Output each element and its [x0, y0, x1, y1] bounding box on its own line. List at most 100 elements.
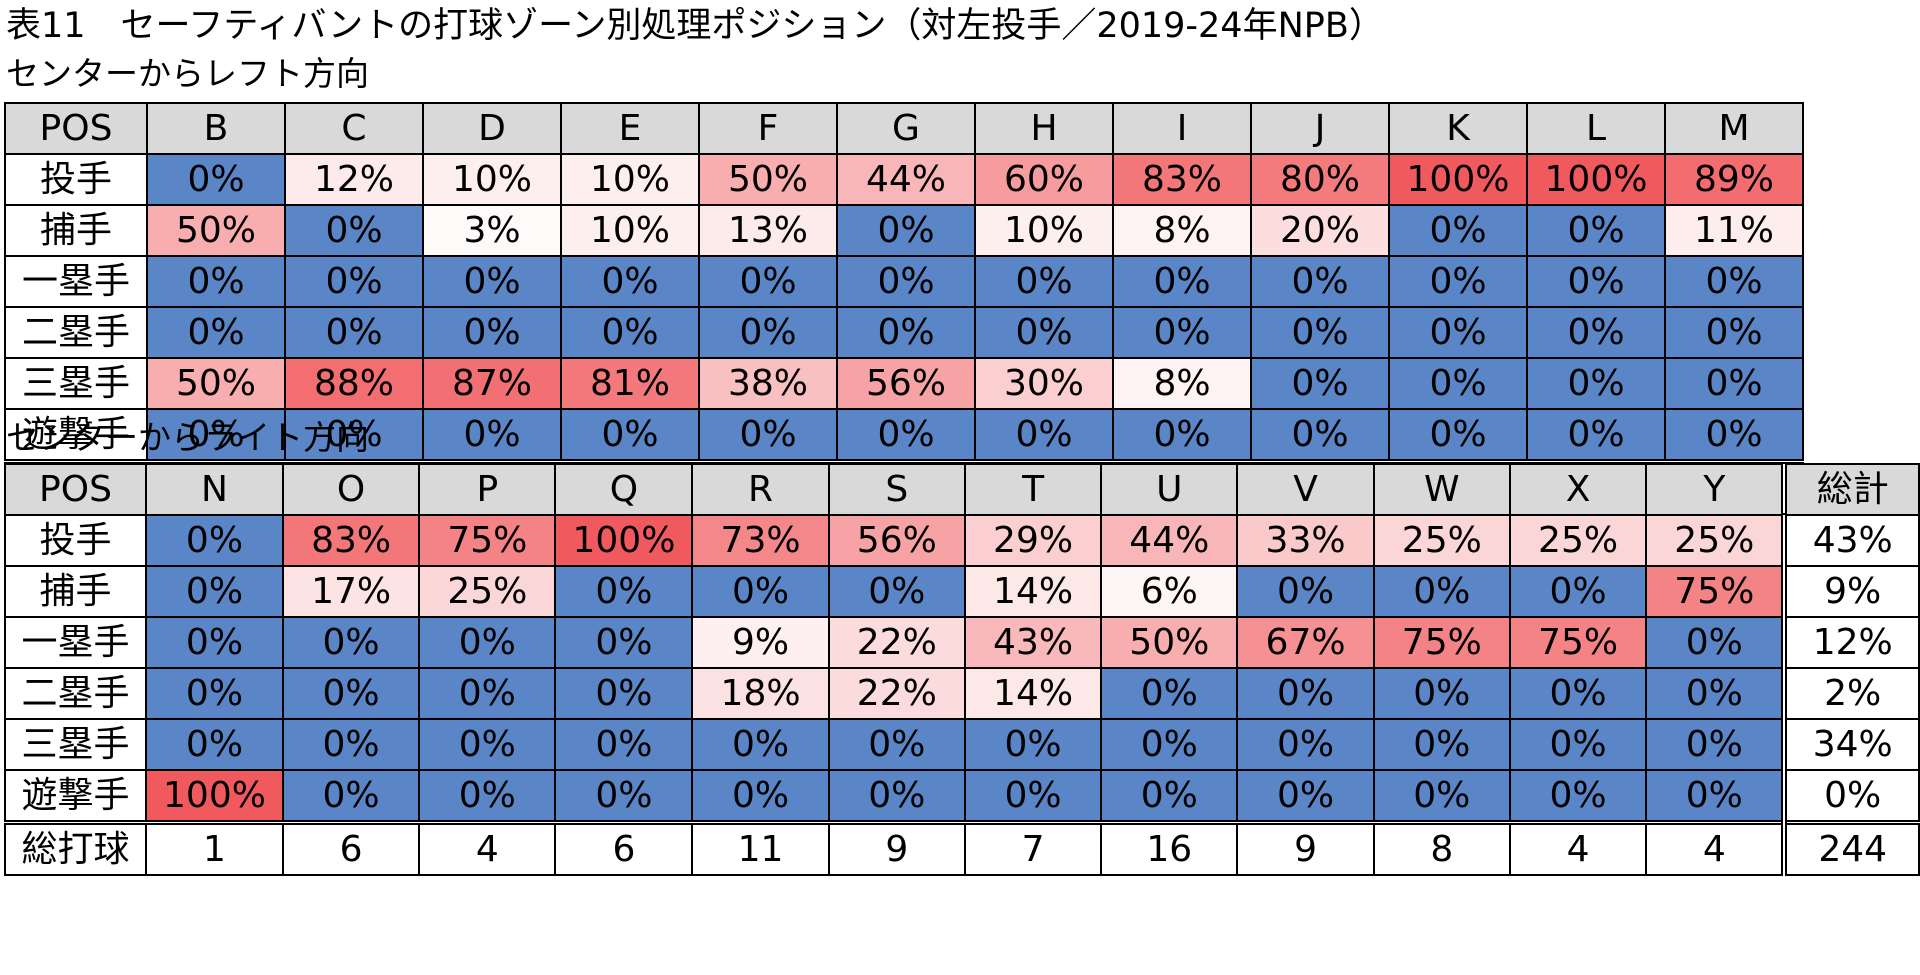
heatmap-cell: 11%	[1664, 204, 1804, 257]
count-cell: 9	[827, 820, 966, 876]
position-label: 二塁手	[4, 667, 147, 720]
heatmap-cell: 3%	[422, 204, 562, 257]
heatmap-cell: 0%	[827, 718, 966, 771]
heatmap-cell: 0%	[1664, 255, 1804, 308]
heatmap-cell: 0%	[554, 718, 694, 771]
row-total-cell: 2%	[1781, 667, 1920, 720]
heatmap-cell: 0%	[1372, 718, 1511, 771]
heatmap-cell: 0%	[836, 255, 976, 308]
heatmap-cell: 0%	[1236, 667, 1375, 720]
header-row: POS B C D E F G H I J K L M	[4, 102, 1804, 155]
heatmap-cell: 0%	[1372, 565, 1511, 618]
heatmap-cell: 0%	[146, 408, 286, 463]
heatmap-cell: 0%	[1508, 667, 1648, 720]
heatmap-cell: 0%	[1250, 357, 1390, 410]
heatmap-cell: 0%	[284, 306, 424, 359]
position-label: 投手	[4, 153, 148, 206]
heatmap-cell: 0%	[554, 616, 694, 669]
heatmap-cell: 50%	[698, 153, 838, 206]
heatmap-cell: 25%	[1645, 514, 1786, 567]
zone-header-v: V	[1236, 463, 1375, 516]
heatmap-cell: 14%	[963, 565, 1103, 618]
heatmap-cell: 10%	[560, 204, 700, 257]
heatmap-cell: 56%	[836, 357, 976, 410]
table-row: 三塁手 50% 88% 87% 81% 38% 56% 30% 8% 0% 0% 0% 0%	[4, 357, 1804, 410]
heatmap-cell: 0%	[1645, 718, 1786, 771]
row-total-cell: 43%	[1781, 514, 1920, 567]
heatmap-cell: 73%	[691, 514, 830, 567]
zone-header-m: M	[1664, 102, 1804, 155]
position-label: 遊撃手	[4, 769, 147, 824]
heatmap-cell: 0%	[1526, 357, 1666, 410]
heatmap-cell: 8%	[1112, 357, 1252, 410]
heatmap-cell: 30%	[974, 357, 1114, 410]
heatmap-cell: 0%	[284, 204, 424, 257]
table-row: 捕手 0% 17% 25% 0% 0% 0% 14% 6% 0% 0% 0% 75% 9%	[4, 565, 1920, 618]
table-row: 三塁手 0% 0% 0% 0% 0% 0% 0% 0% 0% 0% 0% 0% 34%	[4, 718, 1920, 771]
heatmap-cell: 89%	[1664, 153, 1804, 206]
heatmap-cell: 0%	[1508, 718, 1648, 771]
heatmap-cell: 0%	[1100, 718, 1239, 771]
heatmap-cell: 0%	[691, 565, 830, 618]
heatmap-cell: 0%	[281, 616, 421, 669]
heatmap-cell: 0%	[554, 667, 694, 720]
zone-header-o: O	[281, 463, 421, 516]
row-total-cell: 9%	[1781, 565, 1920, 618]
heatmap-cell: 0%	[691, 769, 830, 824]
heatmap-cell: 0%	[1388, 408, 1528, 463]
heatmap-cell: 0%	[1645, 667, 1786, 720]
heatmap-cell: 0%	[1236, 769, 1375, 824]
heatmap-cell: 0%	[1250, 255, 1390, 308]
heatmap-cell: 0%	[281, 667, 421, 720]
zone-header-l: L	[1526, 102, 1666, 155]
heatmap-cell: 0%	[422, 408, 562, 463]
count-cell: 4	[418, 820, 557, 876]
heatmap-cell: 25%	[418, 565, 557, 618]
heatmap-cell: 13%	[698, 204, 838, 257]
heatmap-cell: 0%	[1508, 565, 1648, 618]
heatmap-cell: 50%	[146, 357, 286, 410]
heatmap-cell: 0%	[422, 255, 562, 308]
row-total-cell: 12%	[1781, 616, 1920, 669]
heatmap-cell: 0%	[560, 306, 700, 359]
heatmap-cell: 0%	[1526, 255, 1666, 308]
count-cell: 1	[145, 820, 284, 876]
heatmap-cell: 22%	[827, 616, 966, 669]
position-label: 捕手	[4, 204, 148, 257]
table-row: 投手 0% 83% 75% 100% 73% 56% 29% 44% 33% 25% 25% 25% 43…	[4, 514, 1920, 567]
zone-header-q: Q	[554, 463, 694, 516]
heatmap-cell: 75%	[1372, 616, 1511, 669]
table-row: 一塁手 0% 0% 0% 0% 9% 22% 43% 50% 67% 75% 75% 0% 12%	[4, 616, 1920, 669]
heatmap-cell: 22%	[827, 667, 966, 720]
heatmap-cell: 6%	[1100, 565, 1239, 618]
position-label: 三塁手	[4, 718, 147, 771]
heatmap-cell: 20%	[1250, 204, 1390, 257]
heatmap-cell: 0%	[145, 616, 284, 669]
count-cell: 7	[963, 820, 1103, 876]
heatmap-cell: 0%	[418, 718, 557, 771]
heatmap-cell: 56%	[827, 514, 966, 567]
heatmap-cell: 0%	[698, 306, 838, 359]
heatmap-cell: 0%	[281, 718, 421, 771]
heatmap-cell: 87%	[422, 357, 562, 410]
total-header: 総計	[1781, 463, 1920, 516]
position-label: 二塁手	[4, 306, 148, 359]
table-row: 遊撃手 100% 0% 0% 0% 0% 0% 0% 0% 0% 0% 0% 0% 0%	[4, 769, 1920, 824]
heatmap-cell: 0%	[1236, 718, 1375, 771]
heatmap-cell: 0%	[974, 255, 1114, 308]
position-label: 捕手	[4, 565, 147, 618]
heatmap-cell: 67%	[1236, 616, 1375, 669]
position-label: 遊撃手	[4, 408, 148, 463]
heatmap-cell: 0%	[1388, 306, 1528, 359]
count-cell: 9	[1236, 820, 1375, 876]
heatmap-cell: 0%	[554, 769, 694, 824]
page-title: 表11 セーフティバントの打球ゾーン別処理ポジション（対左投手／2019-24年…	[6, 6, 1384, 46]
heatmap-cell: 0%	[1388, 255, 1528, 308]
left-table-subtitle: センターからレフト方向	[6, 54, 369, 93]
left-direction-table: POS B C D E F G H I J K L M 投手 0% 12% 10% 10% 50% 44% 60% 83%…	[4, 102, 1804, 515]
zone-header-s: S	[827, 463, 966, 516]
heatmap-cell: 44%	[836, 153, 976, 206]
heatmap-cell: 0%	[146, 153, 286, 206]
count-cell: 6	[281, 820, 421, 876]
zone-header-g: G	[836, 102, 976, 155]
